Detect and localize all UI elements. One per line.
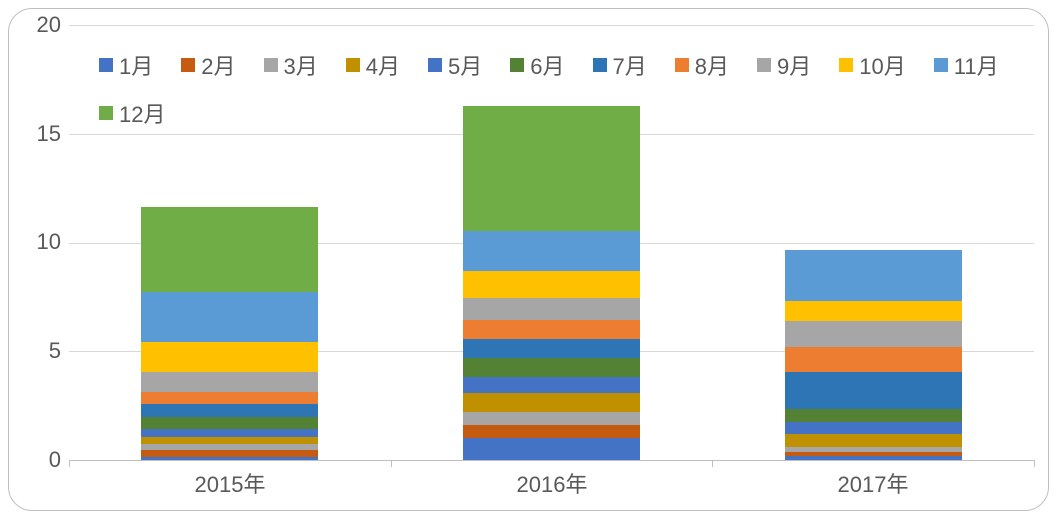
legend-item: 10月 (839, 49, 905, 81)
legend-label: 5月 (448, 49, 482, 81)
bar-segment (463, 231, 640, 271)
bar-segment (463, 393, 640, 413)
legend-label: 4月 (366, 49, 400, 81)
legend-item: 4月 (346, 49, 400, 81)
legend-item: 5月 (428, 49, 482, 81)
bar-segment (785, 456, 962, 460)
bar-segment (785, 434, 962, 447)
bar-segment (785, 422, 962, 434)
legend-swatch (593, 58, 607, 72)
legend-swatch (675, 58, 689, 72)
bar-segment (141, 417, 318, 429)
bar-segment (463, 377, 640, 392)
bar (141, 207, 318, 460)
legend-item: 9月 (757, 49, 811, 81)
bar-segment (463, 358, 640, 378)
legend-label: 1月 (119, 49, 153, 81)
legend-label: 2月 (201, 49, 235, 81)
legend-swatch (428, 58, 442, 72)
x-tick-mark (1034, 460, 1035, 467)
legend-label: 12月 (119, 97, 165, 129)
x-tick-label: 2016年 (517, 467, 588, 499)
legend-item: 11月 (934, 49, 999, 81)
legend-item: 6月 (510, 49, 564, 81)
legend-swatch (181, 58, 195, 72)
y-tick-label: 20 (19, 12, 61, 38)
bar-segment (785, 301, 962, 321)
bar-segment (141, 372, 318, 392)
legend-swatch (510, 58, 524, 72)
legend-item: 8月 (675, 49, 729, 81)
bar-segment (141, 429, 318, 438)
bar-segment (463, 425, 640, 438)
legend-item: 1月 (99, 49, 153, 81)
x-tick-mark (712, 460, 713, 467)
bar-segment (785, 347, 962, 372)
legend-swatch (757, 58, 771, 72)
y-tick-label: 0 (19, 447, 61, 473)
legend-swatch (99, 106, 113, 120)
x-tick-mark (391, 460, 392, 467)
legend-item: 2月 (181, 49, 235, 81)
legend-swatch (264, 58, 278, 72)
legend-label: 8月 (695, 49, 729, 81)
bar-segment (141, 457, 318, 460)
legend-label: 6月 (530, 49, 564, 81)
x-tick-label: 2017年 (838, 467, 909, 499)
legend-label: 11月 (954, 49, 999, 81)
legend-swatch (99, 58, 113, 72)
bar-segment (785, 321, 962, 347)
legend-swatch (839, 58, 853, 72)
x-tick-label: 2015年 (195, 467, 266, 499)
x-tick-mark (69, 460, 70, 467)
legend-item: 3月 (264, 49, 318, 81)
bar (785, 250, 962, 460)
bar-segment (141, 342, 318, 372)
legend-label: 9月 (777, 49, 811, 81)
grid-line (69, 25, 1034, 26)
legend-label: 7月 (613, 49, 647, 81)
bar-segment (785, 250, 962, 301)
bar-segment (463, 298, 640, 320)
legend-swatch (346, 58, 360, 72)
bar-segment (141, 292, 318, 342)
y-tick-label: 5 (19, 338, 61, 364)
bar-segment (463, 320, 640, 340)
legend-item: 12月 (99, 97, 165, 129)
y-tick-label: 10 (19, 229, 61, 255)
chart-frame: 0 5 10 15 20 2015年 2016年 2017年 1月 2月 3月 4月 5… (8, 8, 1049, 511)
bar (463, 106, 640, 460)
bar-segment (785, 409, 962, 422)
x-axis (69, 460, 1034, 461)
legend: 1月 2月 3月 4月 5月 6月 7月 8月 9月 10月 11月 12月 (99, 49, 1009, 129)
legend-item: 7月 (593, 49, 647, 81)
bar-segment (463, 438, 640, 460)
bar-segment (141, 207, 318, 292)
bar-segment (463, 339, 640, 357)
bar-segment (141, 392, 318, 404)
bar-segment (785, 372, 962, 409)
legend-label: 3月 (284, 49, 318, 81)
bar-segment (463, 271, 640, 298)
legend-swatch (934, 58, 948, 72)
bar-segment (463, 412, 640, 425)
legend-label: 10月 (859, 49, 905, 81)
bar-segment (141, 404, 318, 417)
y-tick-label: 15 (19, 121, 61, 147)
